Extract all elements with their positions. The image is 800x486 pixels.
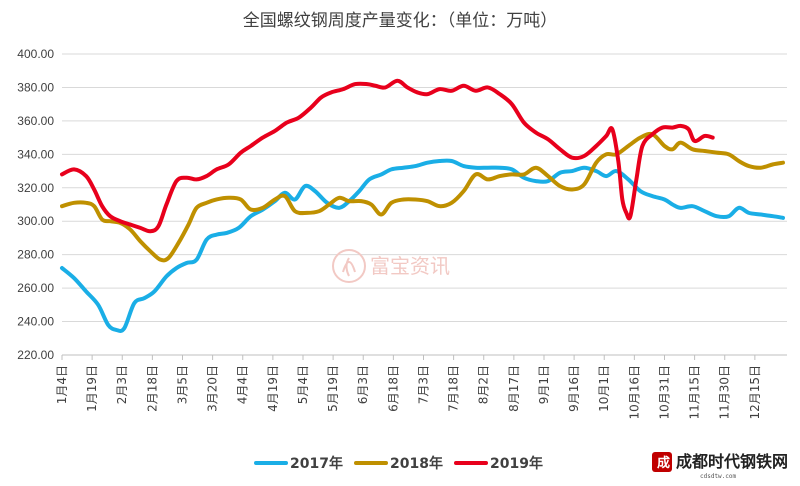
legend-label: 2018年 [390,455,443,472]
legend-label: 2017年 [290,455,343,472]
y-tick-label: 220.00 [17,348,54,362]
x-tick-label: 6月3日 [356,365,370,404]
x-tick-label: 3月20日 [206,365,220,412]
watermark: 富宝资讯 [332,249,450,283]
x-tick-label: 1月4日 [55,365,69,404]
x-tick-label: 5月19日 [326,365,340,412]
series-line-1 [60,158,785,333]
x-tick-label: 7月3日 [416,365,430,404]
x-tick-label: 2月3日 [115,365,129,404]
x-tick-label: 4月19日 [266,365,280,412]
y-tick-label: 240.00 [17,315,54,329]
chart-title: 全国螺纹钢周度产量变化：（单位：万吨） [242,11,558,31]
x-tick-label: 4月4日 [236,365,250,404]
y-tick-label: 360.00 [17,114,54,128]
x-tick-label: 8月2日 [477,365,491,404]
x-tick-label: 10月16日 [627,365,641,420]
x-tick-label: 9月16日 [567,365,581,412]
y-tick-label: 260.00 [17,281,54,295]
x-tick-label: 8月17日 [507,365,521,412]
legend: 2017年 2018年 2019年 [254,455,543,472]
y-tick-label: 320.00 [17,181,54,195]
x-tick-label: 3月5日 [175,365,189,404]
brand-logo-glyph: 成 [657,455,670,471]
y-tick-label: 340.00 [17,147,54,161]
x-tick-label: 11月15日 [688,365,702,420]
x-tick-label: 10月1日 [597,365,611,412]
x-tick-label: 7月18日 [447,365,461,412]
x-tick-label: 1月19日 [85,365,99,412]
series-line-3 [60,78,715,234]
x-tick-label: 6月18日 [386,365,400,412]
series-layer [60,78,785,333]
grid-layer [62,53,787,356]
watermark-text: 富宝资讯 [370,254,450,278]
y-tick-label: 380.00 [17,80,54,94]
watermark-flame-icon [342,257,356,277]
x-tick-label: 5月4日 [296,365,310,404]
x-tick-label: 9月1日 [537,365,551,404]
x-tick-label: 2月18日 [145,365,159,412]
series-line-2 [60,131,785,263]
x-tick-label: 11月30日 [718,365,732,420]
brand-text: 成都时代钢铁网 [676,452,788,471]
watermark-logo-icon [332,249,366,283]
y-tick-label: 400.00 [17,47,54,61]
axis-layer: 220.00 240.00 260.00 280.00 300.00 320.00 340.… [17,47,787,420]
brand-logo-icon [652,452,672,472]
brand-logo: 成 成都时代钢铁网 cdsdtw.com [652,452,788,480]
y-tick-label: 280.00 [17,248,54,262]
brand-subtext: cdsdtw.com [700,473,737,480]
legend-label: 2019年 [490,455,543,472]
x-tick-label: 12月15日 [748,365,762,420]
y-tick-label: 300.00 [17,214,54,228]
x-tick-label: 10月31日 [657,365,671,420]
